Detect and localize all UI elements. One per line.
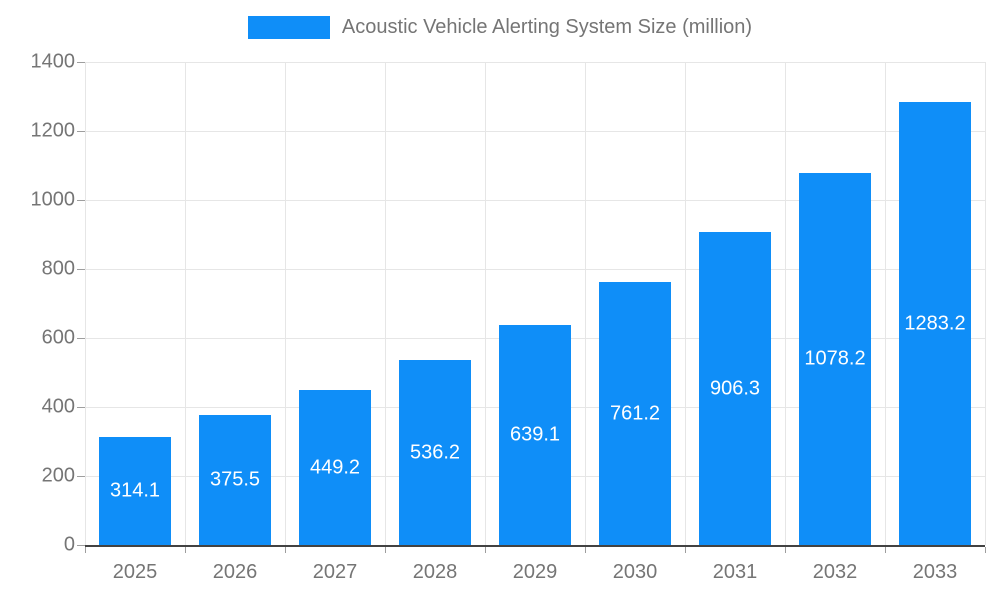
gridline-horizontal (85, 269, 985, 270)
y-axis-label: 1400 (30, 50, 76, 73)
bar-value-label: 1283.2 (904, 312, 966, 335)
bar (299, 390, 371, 545)
bar-value-label: 375.5 (209, 468, 261, 491)
x-axis-tick (485, 547, 486, 553)
y-axis-tick (77, 476, 85, 477)
y-axis-label: 1000 (30, 188, 76, 211)
gridline-vertical (885, 62, 886, 545)
bar (599, 282, 671, 545)
gridline-vertical (285, 62, 286, 545)
x-axis-tick (85, 547, 86, 553)
x-axis-label: 2030 (612, 561, 658, 583)
y-axis-label: 600 (41, 326, 75, 349)
y-axis-label: 1200 (30, 119, 76, 142)
y-axis-label: 800 (41, 257, 75, 280)
x-axis-tick (285, 547, 286, 553)
bar-value-label: 761.2 (609, 402, 661, 425)
x-axis-label: 2025 (112, 561, 158, 583)
x-axis-tick (385, 547, 386, 553)
bar-value-label: 314.1 (109, 479, 161, 502)
gridline-horizontal (85, 200, 985, 201)
bar (699, 232, 771, 545)
legend: Acoustic Vehicle Alerting System Size (m… (0, 16, 1000, 39)
x-axis-label: 2027 (312, 561, 358, 583)
x-axis-tick (885, 547, 886, 553)
chart-title: Acoustic Vehicle Alerting System Size (m… (341, 16, 753, 38)
x-axis-label: 2032 (812, 561, 858, 583)
gridline-vertical (585, 62, 586, 545)
x-axis-label: 2033 (912, 561, 958, 583)
bar (899, 102, 971, 545)
bar-value-label: 906.3 (709, 377, 761, 400)
bar (499, 324, 571, 545)
x-axis-baseline (85, 545, 985, 547)
y-axis-label: 200 (41, 464, 75, 487)
bar-value-label: 536.2 (409, 441, 461, 463)
x-axis-tick (985, 547, 986, 553)
y-axis-tick (77, 62, 85, 63)
bar-value-label: 639.1 (509, 423, 561, 446)
y-axis-label: 400 (41, 395, 75, 418)
y-axis-tick (77, 200, 85, 201)
gridline-horizontal (85, 131, 985, 132)
x-axis-label: 2026 (212, 561, 258, 583)
bar (799, 173, 871, 545)
bar-value-label: 449.2 (309, 456, 361, 478)
y-axis-tick (77, 338, 85, 339)
y-axis-tick (77, 407, 85, 408)
gridline-vertical (385, 62, 386, 545)
x-axis-tick (785, 547, 786, 553)
legend-swatch (247, 16, 330, 39)
gridline-vertical (185, 62, 186, 545)
y-axis-tick (77, 131, 85, 132)
bar (399, 360, 471, 545)
gridline-vertical (85, 62, 86, 545)
x-axis-label: 2029 (512, 561, 558, 583)
gridline-horizontal (85, 62, 985, 63)
x-axis-label: 2031 (712, 561, 758, 583)
gridline-vertical (485, 62, 486, 545)
gridline-vertical (785, 62, 786, 545)
x-axis-tick (185, 547, 186, 553)
x-axis-label: 2028 (412, 561, 458, 583)
gridline-vertical (985, 62, 986, 545)
y-axis-tick (77, 545, 85, 546)
y-axis-tick (77, 269, 85, 270)
x-axis-tick (685, 547, 686, 553)
gridline-vertical (685, 62, 686, 545)
bar-value-label: 1078.2 (804, 347, 866, 370)
bar (199, 415, 271, 545)
bar (99, 436, 171, 545)
y-axis-label: 0 (63, 533, 75, 556)
x-axis-tick (585, 547, 586, 553)
